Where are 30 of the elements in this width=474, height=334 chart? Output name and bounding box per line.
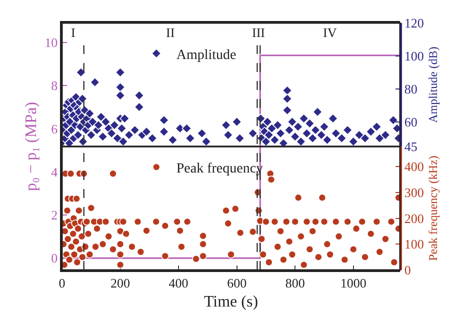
- annotation: IV: [323, 25, 338, 40]
- y3-tick-label: 0: [404, 262, 411, 278]
- y-tick-label: 8: [51, 78, 58, 94]
- annotation: I: [71, 25, 76, 40]
- annotation: III: [252, 25, 265, 40]
- annotation: II: [166, 25, 175, 40]
- x-tick-label: 1000: [340, 275, 366, 290]
- y3-axis-title: Peak frequency (kHz): [426, 156, 440, 261]
- y3-tick-label: 400: [404, 159, 424, 174]
- y2-tick-label: 120: [404, 16, 424, 31]
- y2-tick-label: 45: [404, 139, 418, 154]
- y-tick-label: 10: [44, 34, 58, 50]
- y3-tick-label: 200: [404, 210, 424, 226]
- x-tick-label: 600: [227, 275, 247, 290]
- x-tick-label: 200: [110, 275, 130, 290]
- legend-label: Amplitude: [176, 48, 236, 63]
- y3-tick-label: 100: [404, 236, 424, 252]
- y2-tick-label: 100: [404, 48, 424, 64]
- y-tick-label: 0: [51, 250, 58, 266]
- y2-axis-title: Amplitude (dB): [426, 46, 440, 123]
- y2-tick-label: 80: [404, 81, 418, 96]
- y-axis-title: p₀ − p₁ (MPa): [23, 102, 40, 192]
- y3-tick-label: 300: [404, 185, 424, 200]
- x-axis-title: Time (s): [204, 294, 258, 311]
- y2-tick-label: 60: [404, 114, 418, 130]
- x-tick-label: 800: [285, 275, 305, 290]
- x-tick-label: 400: [168, 275, 188, 290]
- y-tick-label: 4: [51, 164, 58, 180]
- y-tick-label: 6: [51, 121, 58, 136]
- y-tick-label: 2: [51, 208, 58, 223]
